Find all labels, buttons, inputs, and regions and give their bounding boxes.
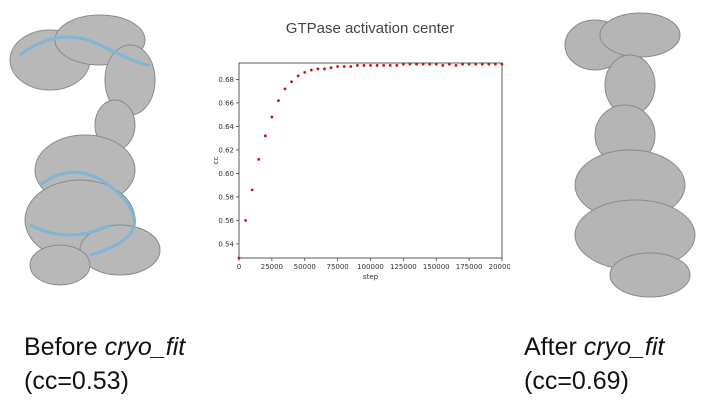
- data-point: [421, 62, 425, 66]
- data-point: [494, 62, 497, 66]
- data-point: [296, 74, 300, 78]
- data-point: [480, 62, 484, 66]
- data-point: [474, 62, 478, 66]
- after-label: After: [524, 333, 584, 361]
- data-point: [448, 62, 451, 66]
- y-tick-label: 0.62: [218, 146, 234, 154]
- x-tick-label: 75000: [326, 263, 348, 271]
- data-point: [454, 63, 458, 67]
- data-point: [349, 65, 353, 68]
- data-point: [375, 63, 379, 67]
- y-tick-label: 0.58: [218, 193, 234, 201]
- after-caption: After cryo_fit (cc=0.69): [524, 330, 664, 398]
- x-tick-label: 100000: [357, 263, 384, 271]
- data-point: [434, 62, 438, 66]
- x-axis-label: step: [363, 273, 379, 281]
- data-point: [395, 63, 399, 67]
- y-tick-label: 0.66: [218, 99, 234, 107]
- plot-frame: [238, 62, 503, 259]
- before-tool-name: cryo_fit: [104, 333, 186, 361]
- y-tick-label: 0.60: [218, 170, 234, 178]
- data-point: [355, 63, 359, 67]
- chart-title: GTPase activation center: [285, 20, 455, 37]
- data-point: [500, 62, 504, 66]
- data-point: [329, 66, 333, 70]
- data-point: [362, 63, 366, 67]
- data-point: [467, 62, 471, 66]
- data-point: [415, 62, 418, 66]
- data-point: [342, 65, 346, 68]
- data-point: [257, 157, 261, 161]
- data-point: [303, 70, 307, 74]
- data-point: [270, 115, 274, 119]
- x-tick-label: 0: [237, 263, 241, 271]
- data-point: [408, 62, 412, 66]
- after-tool-name: cryo_fit: [583, 333, 665, 361]
- data-point: [323, 67, 326, 71]
- data-point: [237, 256, 241, 260]
- data-point: [428, 62, 432, 66]
- cc-vs-step-chart: 0 25000 50000 75000 100000 125000 150000 175000…: [212, 62, 510, 281]
- data-point: [401, 62, 405, 66]
- data-point: [263, 134, 267, 138]
- x-tick-label: 175000: [456, 263, 483, 271]
- x-tick-label: 125000: [390, 263, 417, 271]
- y-tick-label: 0.54: [218, 240, 234, 248]
- x-tick-label: 25000: [261, 263, 283, 271]
- data-point: [487, 62, 491, 66]
- y-tick-label: 0.56: [218, 217, 234, 225]
- data-point: [441, 63, 445, 67]
- data-point: [369, 63, 372, 67]
- after-cc: (cc=0.69): [524, 367, 629, 395]
- data-point: [283, 87, 287, 91]
- data-point: [382, 63, 386, 67]
- x-tick-label: 150000: [423, 263, 450, 271]
- before-cc: (cc=0.53): [24, 367, 129, 395]
- before-caption: Before cryo_fit (cc=0.53): [24, 330, 185, 398]
- before-label: Before: [24, 333, 105, 361]
- before-structure-image: [9, 14, 161, 286]
- data-point: [290, 80, 293, 84]
- data-point: [388, 63, 392, 67]
- data-point: [461, 62, 464, 66]
- y-axis-label: cc: [212, 157, 220, 165]
- y-tick-label: 0.64: [218, 123, 234, 131]
- data-point: [244, 219, 247, 222]
- y-tick-label: 0.68: [218, 76, 234, 84]
- x-tick-label: 50000: [294, 263, 316, 271]
- data-point: [309, 68, 313, 72]
- data-point: [277, 99, 280, 102]
- after-structure-image: [564, 12, 696, 298]
- data-point: [336, 65, 340, 68]
- data-point: [250, 188, 254, 192]
- data-point: [316, 67, 320, 71]
